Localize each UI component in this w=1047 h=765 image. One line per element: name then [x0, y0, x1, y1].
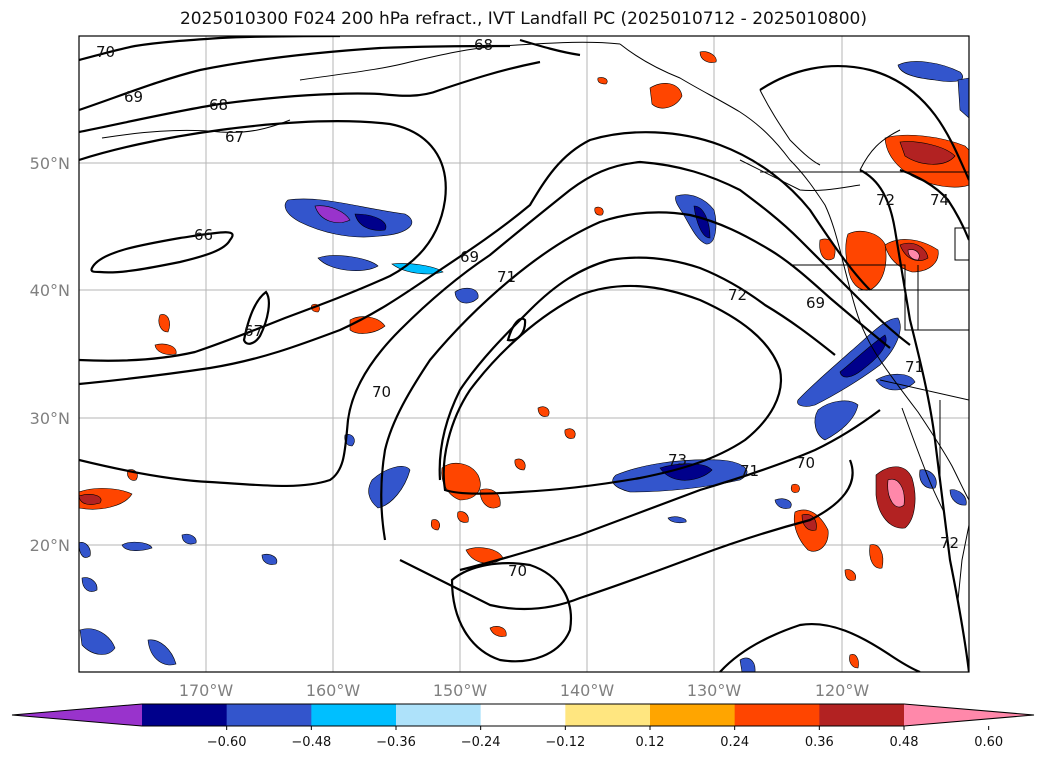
contour-label: 72 — [940, 534, 959, 552]
contour-label: 70 — [96, 43, 115, 61]
lat-label: 40°N — [30, 281, 70, 300]
coastlines — [101, 41, 969, 601]
colorbar-tick-label: −0.12 — [545, 735, 585, 750]
contour-label: 69 — [124, 88, 143, 106]
positive-ivt-areas — [79, 51, 969, 669]
contour-label: 69 — [460, 248, 479, 266]
contour-label: 68 — [474, 36, 493, 54]
negative-ivt-areas — [79, 61, 969, 672]
lon-label: 130°W — [687, 681, 742, 700]
contour-label: 74 — [930, 191, 949, 209]
lon-label: 160°W — [306, 681, 361, 700]
colorbar-extend-max — [904, 704, 1034, 726]
colorbar-tick-label: 0.24 — [720, 735, 749, 750]
lon-label: 140°W — [560, 681, 615, 700]
lat-label: 20°N — [30, 536, 70, 555]
latitude-labels: 50°N 40°N 30°N 20°N — [30, 154, 70, 555]
colorbar-segment — [565, 704, 651, 726]
contour-label: 73 — [668, 451, 687, 469]
colorbar-segment — [819, 704, 905, 726]
colorbar-tick-label: −0.36 — [376, 735, 416, 750]
colorbar-segment — [226, 704, 312, 726]
contour-label: 70 — [796, 454, 815, 472]
contour-lines — [79, 36, 969, 672]
contour-label: 72 — [876, 191, 895, 209]
contour-label: 71 — [497, 268, 516, 286]
contour-label: 71 — [905, 358, 924, 376]
colorbar-segment — [734, 704, 820, 726]
colorbar-segment — [396, 704, 482, 726]
contour-label: 66 — [194, 226, 213, 244]
contour-label: 68 — [209, 96, 228, 114]
longitude-labels: 170°W 160°W 150°W 140°W 130°W 120°W — [179, 681, 870, 700]
colorbar-tick-label: 0.48 — [890, 735, 919, 750]
colorbar-segment — [311, 704, 397, 726]
colorbar: −0.60 −0.48 −0.36 −0.24 −0.12 0.12 0.24 0.36 0.4… — [11, 703, 1035, 750]
colorbar-segment — [650, 704, 736, 726]
lat-label: 30°N — [30, 409, 70, 428]
colorbar-tick-label: −0.48 — [291, 735, 331, 750]
map-title: 2025010300 F024 200 hPa refract., IVT La… — [179, 9, 867, 29]
colorbar-tick-label: 0.12 — [636, 735, 665, 750]
lon-label: 170°W — [179, 681, 234, 700]
colorbar-outline — [11, 703, 1035, 727]
map-frame — [78, 35, 970, 673]
lat-label: 50°N — [30, 154, 70, 173]
contour-label: 69 — [806, 294, 825, 312]
colorbar-tick-label: 0.36 — [805, 735, 834, 750]
contour-label: 67 — [225, 128, 244, 146]
colorbar-tick-label: 0.60 — [974, 735, 1003, 750]
contour-label: 67 — [244, 322, 263, 340]
colorbar-extend-min — [12, 704, 142, 726]
colorbar-tick-label: −0.24 — [461, 735, 501, 750]
lon-label: 120°W — [815, 681, 870, 700]
contour-labels: 70 68 69 68 67 66 67 69 71 72 69 70 73 7… — [96, 36, 959, 580]
colorbar-tick-label: −0.60 — [207, 735, 247, 750]
lon-label: 150°W — [433, 681, 488, 700]
colorbar-segment — [142, 704, 228, 726]
contour-label: 70 — [372, 383, 391, 401]
contour-label: 72 — [728, 286, 747, 304]
colorbar-segment — [480, 704, 566, 726]
contour-label: 70 — [508, 562, 527, 580]
contour-label: 71 — [740, 462, 759, 480]
